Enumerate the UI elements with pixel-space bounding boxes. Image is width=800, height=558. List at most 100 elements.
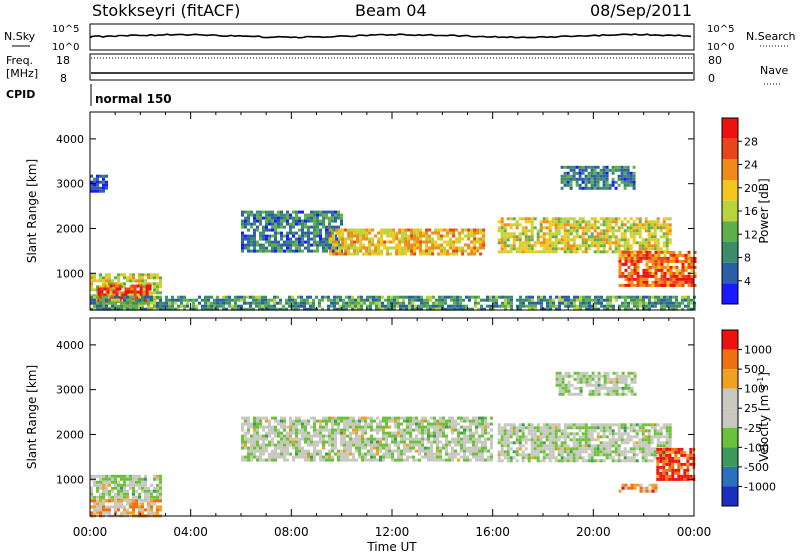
heatmap-cell (585, 302, 588, 305)
heatmap-cell (501, 435, 504, 438)
heatmap-cell (321, 296, 324, 299)
heatmap-cell (338, 232, 341, 235)
heatmap-cell (612, 438, 615, 441)
heatmap-cell (552, 453, 555, 456)
heatmap-cell (216, 299, 219, 302)
heatmap-cell (307, 420, 310, 423)
heatmap-cell (300, 305, 303, 308)
heatmap-cell (150, 502, 153, 505)
heatmap-cell (329, 241, 332, 244)
heatmap-cell (652, 284, 655, 287)
heatmap-cell (322, 220, 325, 223)
heatmap-cell (111, 302, 114, 305)
heatmap-cell (691, 257, 694, 260)
heatmap-cell (340, 214, 343, 217)
heatmap-cell (400, 429, 403, 432)
heatmap-cell (594, 223, 597, 226)
heatmap-cell (445, 420, 448, 423)
heatmap-cell (153, 487, 156, 490)
heatmap-cell (355, 429, 358, 432)
heatmap-cell (660, 432, 663, 435)
heatmap-cell (615, 447, 618, 450)
heatmap-cell (344, 244, 347, 247)
heatmap-cell (268, 250, 271, 253)
heatmap-cell (688, 266, 691, 269)
heatmap-cell (640, 490, 643, 493)
heatmap-cell (411, 305, 414, 308)
heatmap-cell (546, 250, 549, 253)
heatmap-cell (222, 296, 225, 299)
heatmap-cell (594, 187, 597, 190)
heatmap-cell (319, 232, 322, 235)
heatmap-cell (586, 384, 589, 387)
heatmap-cell (382, 435, 385, 438)
heatmap-cell (123, 487, 126, 490)
heatmap-cell (289, 217, 292, 220)
heatmap-cell (268, 214, 271, 217)
heatmap-cell (259, 450, 262, 453)
heatmap-cell (648, 438, 651, 441)
heatmap-cell (655, 284, 658, 287)
heatmap-cell (132, 490, 135, 493)
heatmap-cell (301, 211, 304, 214)
heatmap-cell (411, 296, 414, 299)
heatmap-cell (228, 305, 231, 308)
heatmap-cell (146, 288, 149, 291)
heatmap-cell (256, 441, 259, 444)
heatmap-cell (364, 447, 367, 450)
heatmap-cell (645, 453, 648, 456)
heatmap-cell (108, 276, 111, 279)
heatmap-cell (631, 278, 634, 281)
heatmap-cell (335, 253, 338, 256)
heatmap-cell (585, 166, 588, 169)
heatmap-cell (490, 429, 493, 432)
heatmap-cell (531, 220, 534, 223)
heatmap-cell (306, 302, 309, 305)
heatmap-cell (395, 247, 398, 250)
heatmap-cell (549, 435, 552, 438)
heatmap-cell (129, 502, 132, 505)
heatmap-cell (528, 429, 531, 432)
heatmap-cell (481, 459, 484, 462)
heatmap-cell (409, 426, 412, 429)
heatmap-cell (612, 169, 615, 172)
heatmap-cell (316, 435, 319, 438)
heatmap-cell (346, 420, 349, 423)
heatmap-cell (588, 426, 591, 429)
heatmap-cell (428, 250, 431, 253)
heatmap-cell (343, 441, 346, 444)
heatmap-cell (447, 296, 450, 299)
heatmap-cell (534, 441, 537, 444)
heatmap-cell (630, 456, 633, 459)
heatmap-cell (461, 232, 464, 235)
heatmap-cell (150, 302, 153, 305)
heatmap-cell (561, 238, 564, 241)
heatmap-cell (398, 253, 401, 256)
heatmap-cell (631, 254, 634, 257)
heatmap-cell (606, 299, 609, 302)
heatmap-cell (316, 453, 319, 456)
heatmap-cell (484, 417, 487, 420)
heatmap-cell (625, 487, 628, 490)
heatmap-cell (408, 305, 411, 308)
heatmap-cell (445, 450, 448, 453)
heatmap-cell (231, 299, 234, 302)
heatmap-cell (419, 235, 422, 238)
heatmap-cell (325, 232, 328, 235)
heatmap-cell (484, 432, 487, 435)
heatmap-cell (585, 247, 588, 250)
heatmap-cell (256, 229, 259, 232)
heatmap-cell (286, 459, 289, 462)
heatmap-cell (661, 251, 664, 254)
heatmap-cell (580, 372, 583, 375)
heatmap-cell (482, 247, 485, 250)
heatmap-cell (576, 226, 579, 229)
heatmap-cell (343, 429, 346, 432)
heatmap-cell (135, 299, 138, 302)
heatmap-cell (141, 505, 144, 508)
heatmap-cell (391, 450, 394, 453)
heatmap-cell (591, 429, 594, 432)
heatmap-cell (534, 226, 537, 229)
heatmap-cell (377, 253, 380, 256)
heatmap-cell (549, 299, 552, 302)
